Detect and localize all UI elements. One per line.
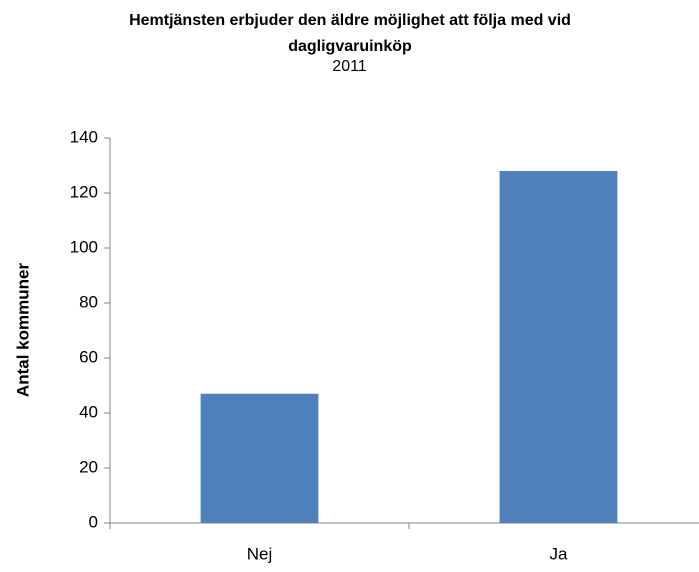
chart-title: Hemtjänsten erbjuder den äldre möjlighet… [129, 12, 571, 55]
y-tick-label: 80 [79, 292, 98, 311]
y-tick-label: 20 [79, 457, 98, 476]
bar [499, 171, 618, 523]
y-tick-label: 60 [79, 347, 98, 366]
x-tick-label: Ja [550, 544, 569, 563]
y-tick-label: 140 [70, 127, 98, 146]
y-tick-label: 120 [70, 182, 98, 201]
y-tick-label: 100 [70, 237, 98, 256]
y-tick-label: 0 [89, 512, 98, 531]
y-axis-label: Antal kommuner [13, 263, 32, 398]
chart-subtitle: 2011 [332, 58, 367, 75]
bar [200, 393, 319, 523]
y-tick-label: 40 [79, 402, 98, 421]
x-tick-label: Nej [247, 544, 273, 563]
